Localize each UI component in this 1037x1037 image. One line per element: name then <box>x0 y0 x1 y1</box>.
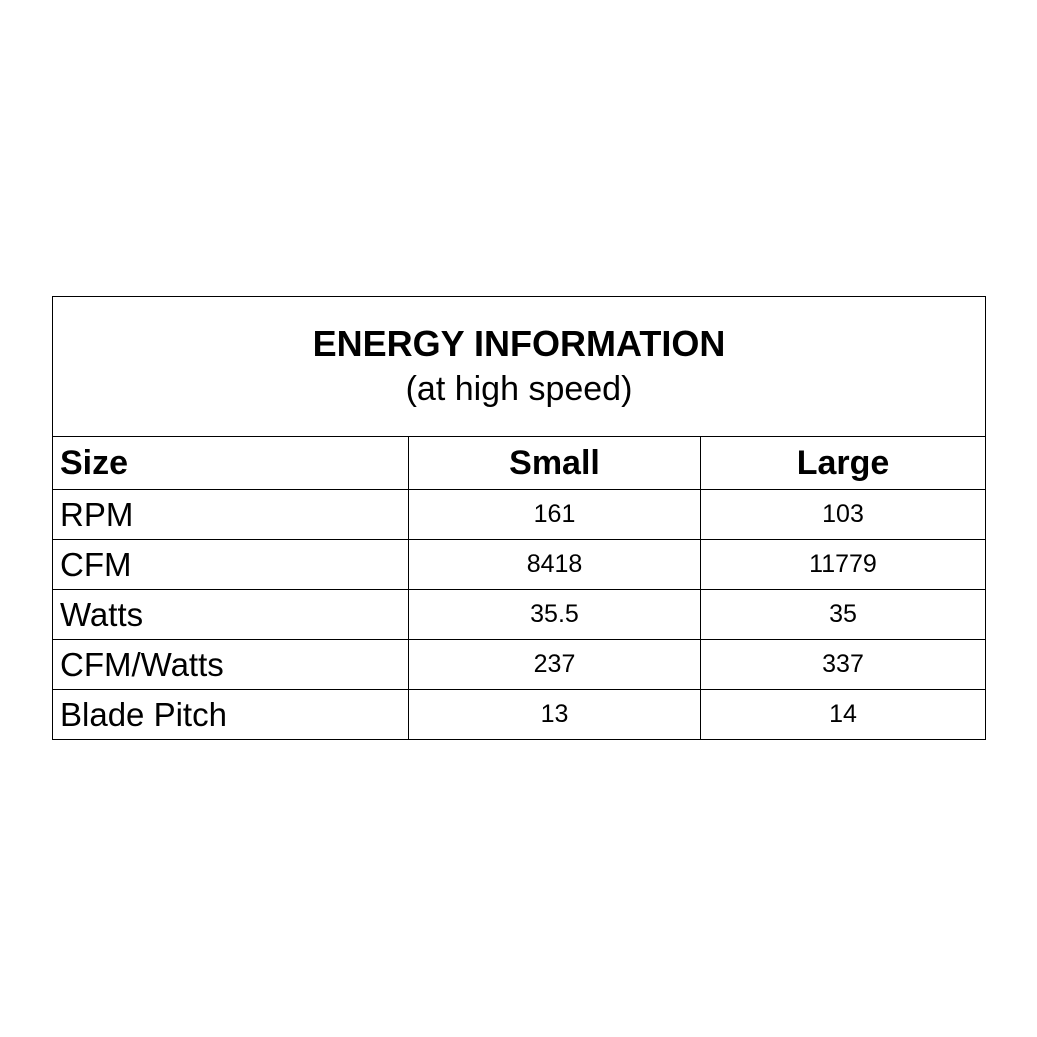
cell: 13 <box>408 689 701 739</box>
cell: 103 <box>700 489 985 540</box>
table-body: Size Small Large RPM 161 103 CFM 8418 11779 Watts… <box>53 437 985 739</box>
table-row: CFM 8418 11779 <box>53 539 985 590</box>
cell: 35 <box>700 589 985 640</box>
cell: 8418 <box>408 539 701 590</box>
cell: 11779 <box>700 539 985 590</box>
header-row: Size Small Large <box>53 437 985 490</box>
table-row: CFM/Watts 237 337 <box>53 639 985 690</box>
table-heading: ENERGY INFORMATION (at high speed) <box>53 297 985 437</box>
cell: Small <box>408 437 701 490</box>
cell: 161 <box>408 489 701 540</box>
row-label: Size <box>53 437 409 490</box>
cell: Large <box>700 437 985 490</box>
energy-table-box: ENERGY INFORMATION (at high speed) Size S… <box>52 296 986 740</box>
row-label: Blade Pitch <box>53 689 409 739</box>
row-label: CFM/Watts <box>53 639 409 690</box>
title: ENERGY INFORMATION <box>312 323 726 364</box>
subtitle: (at high speed) <box>405 370 633 408</box>
table-row: Blade Pitch 13 14 <box>53 689 985 739</box>
energy-table: Size Small Large RPM 161 103 CFM 8418 11779 Watts… <box>53 437 985 739</box>
table-row: RPM 161 103 <box>53 489 985 540</box>
cell: 35.5 <box>408 589 701 640</box>
row-label: RPM <box>53 489 409 540</box>
cell: 337 <box>700 639 985 690</box>
row-label: CFM <box>53 539 409 590</box>
cell: 14 <box>700 689 985 739</box>
row-label: Watts <box>53 589 409 640</box>
table-row: Watts 35.5 35 <box>53 589 985 640</box>
cell: 237 <box>408 639 701 690</box>
